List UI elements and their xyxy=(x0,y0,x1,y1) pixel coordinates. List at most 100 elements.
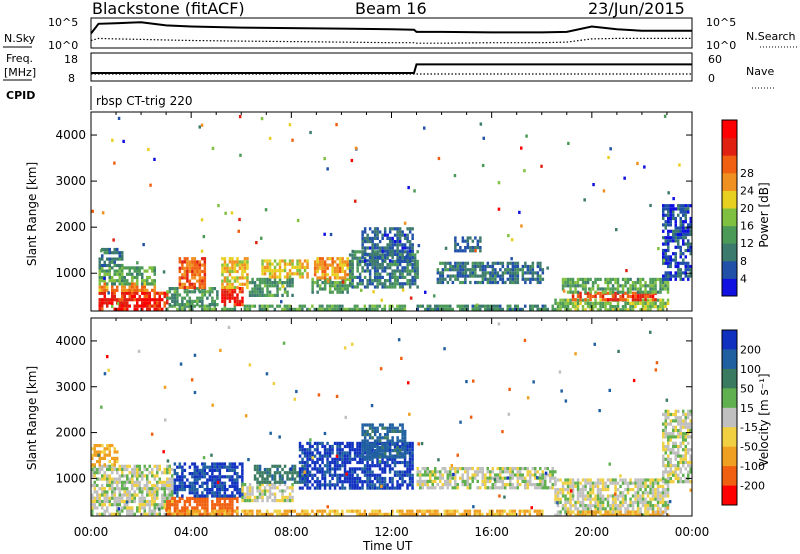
range-cell xyxy=(326,512,329,516)
range-cell xyxy=(323,454,327,458)
range-cell xyxy=(358,256,362,260)
range-cell xyxy=(499,304,502,308)
range-cell xyxy=(161,483,164,488)
range-cell xyxy=(271,269,274,273)
range-cell xyxy=(333,460,337,465)
range-cell xyxy=(251,293,254,297)
range-cell xyxy=(398,307,402,311)
range-cell xyxy=(363,433,367,437)
range-cell xyxy=(286,304,289,308)
range-cell xyxy=(358,467,362,471)
range-cell xyxy=(193,263,197,267)
range-cell xyxy=(181,488,184,492)
range-cell xyxy=(486,304,489,308)
range-cell xyxy=(141,493,144,497)
range-cell xyxy=(318,464,322,468)
range-cell xyxy=(393,285,397,289)
range-cell xyxy=(233,285,237,290)
range-cell xyxy=(451,268,455,272)
range-cell xyxy=(98,471,101,475)
range-cell xyxy=(684,264,687,269)
range-cell xyxy=(474,249,477,253)
range-cell xyxy=(258,480,262,484)
range-cell xyxy=(286,284,289,288)
range-cell xyxy=(143,298,146,302)
range-cell xyxy=(206,304,209,308)
range-cell xyxy=(604,488,607,492)
range-cell xyxy=(619,298,622,302)
range-cell xyxy=(524,467,527,471)
range-cell xyxy=(401,426,404,430)
range-cell xyxy=(241,468,244,472)
range-cell xyxy=(371,470,374,474)
range-cell xyxy=(669,236,672,240)
range-cell xyxy=(131,471,134,475)
range-cell xyxy=(206,290,209,294)
range-cell xyxy=(341,464,344,468)
range-cell xyxy=(123,467,126,472)
range-cell xyxy=(228,494,232,498)
range-cell xyxy=(579,504,582,508)
range-cell xyxy=(176,472,179,476)
range-cell xyxy=(153,157,156,161)
range-cell xyxy=(684,242,687,246)
range-cell xyxy=(188,296,192,300)
range-cell xyxy=(318,480,322,484)
range-cell xyxy=(478,509,482,513)
range-cell xyxy=(619,308,622,311)
range-cell xyxy=(116,285,119,289)
range-cell xyxy=(286,293,289,297)
range-cell xyxy=(233,263,237,267)
range-cell xyxy=(241,263,244,267)
range-cell xyxy=(243,495,247,499)
range-cell xyxy=(181,512,184,516)
range-cell xyxy=(326,464,329,468)
range-cell xyxy=(419,476,422,480)
range-cell xyxy=(228,512,232,516)
range-cell xyxy=(146,490,149,494)
range-cell xyxy=(216,462,219,466)
range-cell xyxy=(611,494,615,498)
range-cell xyxy=(193,488,197,492)
range-cell xyxy=(131,266,134,270)
range-cell xyxy=(584,308,587,311)
range-cell xyxy=(378,436,382,440)
range-cell xyxy=(298,467,302,471)
range-cell xyxy=(644,284,647,288)
range-cell xyxy=(541,277,545,281)
range-cell xyxy=(282,285,285,289)
range-cell xyxy=(203,499,207,504)
range-cell xyxy=(677,261,680,265)
range-cell xyxy=(236,481,239,485)
range-cell xyxy=(371,253,374,257)
range-cell xyxy=(416,259,419,263)
range-cell xyxy=(366,473,369,477)
range-cell xyxy=(481,280,485,285)
range-cell xyxy=(546,473,549,477)
range-cell xyxy=(521,479,524,483)
range-cell xyxy=(431,307,434,311)
range-cell xyxy=(556,504,560,508)
range-cell xyxy=(178,293,182,297)
range-cell xyxy=(338,457,342,461)
range-cell xyxy=(268,304,272,308)
range-cell xyxy=(536,486,539,490)
range-cell xyxy=(544,307,547,311)
range-cell xyxy=(131,282,134,286)
range-cell xyxy=(376,512,379,516)
range-cell xyxy=(151,496,154,500)
range-cell xyxy=(475,303,479,307)
range-cell xyxy=(366,442,369,446)
range-cell xyxy=(313,269,317,274)
range-cell xyxy=(173,488,177,492)
range-cell xyxy=(256,471,259,475)
range-cell xyxy=(203,472,207,476)
range-cell xyxy=(689,232,692,237)
range-cell xyxy=(403,473,407,477)
range-cell xyxy=(98,493,101,497)
range-cell xyxy=(491,264,495,269)
range-cell xyxy=(251,486,254,490)
range-cell xyxy=(198,296,202,300)
range-cell xyxy=(143,487,146,491)
range-cell xyxy=(226,465,229,469)
